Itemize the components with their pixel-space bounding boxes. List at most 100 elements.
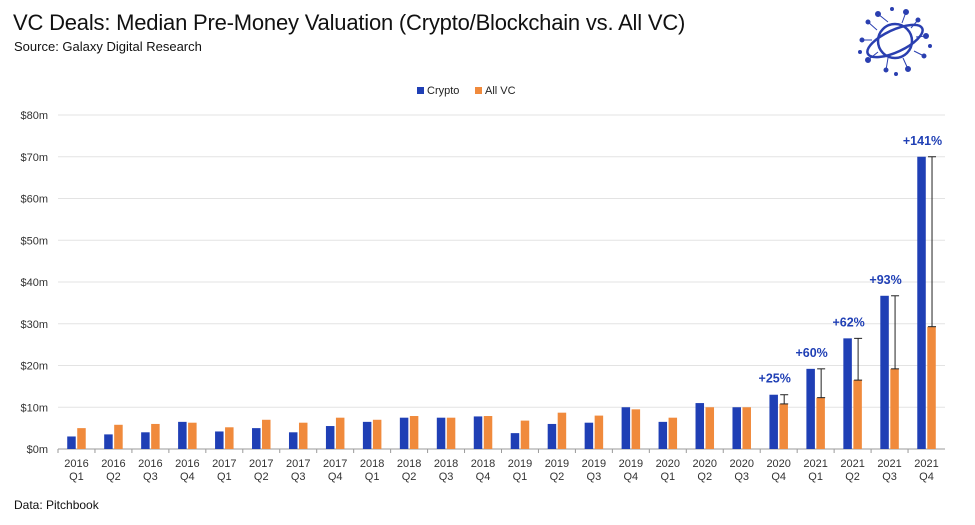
legend-label: All VC [485,85,516,97]
crypto-bar [399,417,409,449]
x-tick-label-quarter: Q4 [180,471,195,483]
crypto-bar [252,428,261,449]
crypto-bar [880,295,889,449]
difference-label: +141% [903,134,942,148]
crypto-bar [67,436,76,449]
x-tick-label-quarter: Q1 [365,471,380,483]
crypto-bar [917,156,926,449]
crypto-bar [621,407,631,449]
bars [67,156,936,449]
y-tick-label: $70m [20,152,48,164]
difference-label: +25% [759,372,791,386]
y-tick-label: $80m [20,110,48,122]
x-tick-label-quarter: Q2 [550,471,565,483]
y-axis-ticks: $0m $10m $20m $30m $40m $50m $60m $70m $80m [20,110,48,456]
allvc-bar [631,409,641,449]
x-tick-label-year: 2021 [803,458,827,470]
x-tick-label-quarter: Q3 [143,471,158,483]
x-tick-label-quarter: Q1 [69,471,84,483]
crypto-bar [769,394,778,449]
crypto-bar [732,407,741,449]
crypto-bar [843,338,852,449]
x-tick-label-year: 2018 [434,458,458,470]
allvc-bar [483,416,493,449]
x-tick-label-year: 2020 [656,458,680,470]
x-tick-label-quarter: Q3 [882,471,897,483]
crypto-bar [141,432,150,449]
x-axis-ticks: 2016Q12016Q22016Q32016Q42017Q12017Q22017… [57,449,939,483]
x-tick-label-quarter: Q1 [808,471,823,483]
annotations: +25% +60% +62% +93% +141% [759,134,942,405]
allvc-bar [779,403,788,449]
allvc-bar [890,368,899,449]
allvc-bar [225,427,234,449]
legend-swatch [475,87,482,94]
allvc-bar [262,419,271,449]
x-tick-label-quarter: Q2 [402,471,417,483]
x-tick-label-year: 2018 [360,458,384,470]
crypto-bar [658,421,668,449]
chart-title: VC Deals: Median Pre-Money Valuation (Cr… [13,10,686,35]
allvc-bar [816,397,825,449]
x-tick-label-quarter: Q4 [624,471,639,483]
crypto-bar [215,431,224,449]
x-tick-label-year: 2017 [323,458,347,470]
allvc-bar [853,380,862,449]
crypto-bar [547,423,557,449]
allvc-bar [151,423,160,449]
x-tick-label-quarter: Q1 [660,471,675,483]
x-tick-label-year: 2016 [64,458,88,470]
crypto-bar [104,434,113,449]
x-tick-label-year: 2019 [545,458,569,470]
crypto-bar [436,417,446,449]
crypto-bar [288,432,298,449]
allvc-bar [520,420,530,449]
x-tick-label-quarter: Q3 [439,471,454,483]
allvc-bar [298,422,308,449]
allvc-bar [594,415,604,449]
x-tick-label-year: 2017 [249,458,273,470]
y-tick-label: $10m [20,402,48,414]
crypto-bar [510,433,520,449]
x-tick-label-year: 2020 [729,458,753,470]
x-tick-label-year: 2018 [471,458,495,470]
x-tick-label-year: 2017 [286,458,310,470]
allvc-bar [409,416,419,449]
data-source-note: Data: Pitchbook [14,498,99,512]
legend-label: Crypto [427,85,459,97]
allvc-bar [335,417,345,449]
y-tick-label: $30m [20,319,48,331]
y-tick-label: $50m [20,235,48,247]
allvc-bar [668,417,678,449]
crypto-bar [473,416,483,449]
chart-subtitle: Source: Galaxy Digital Research [14,39,202,54]
x-tick-label-quarter: Q4 [771,471,786,483]
crypto-bar [584,422,594,449]
x-tick-label-quarter: Q4 [476,471,491,483]
difference-label: +60% [795,346,827,360]
x-tick-label-year: 2020 [693,458,717,470]
x-tick-label-quarter: Q3 [291,471,306,483]
x-tick-label-year: 2017 [212,458,236,470]
x-tick-label-quarter: Q4 [919,471,934,483]
x-tick-label-year: 2018 [397,458,421,470]
x-tick-label-year: 2021 [877,458,901,470]
x-tick-label-year: 2019 [619,458,643,470]
allvc-bar [557,412,567,449]
x-tick-label-quarter: Q2 [845,471,860,483]
x-tick-label-quarter: Q4 [328,471,343,483]
y-tick-label: $20m [20,361,48,373]
y-tick-label: $40m [20,277,48,289]
legend-swatch [417,87,424,94]
x-tick-label-year: 2016 [175,458,199,470]
y-tick-label: $60m [20,194,48,206]
difference-label: +62% [832,315,864,329]
x-tick-label-year: 2016 [101,458,125,470]
x-tick-label-year: 2019 [508,458,532,470]
crypto-bar [325,426,335,449]
allvc-bar [705,407,715,449]
allvc-bar [77,428,86,449]
allvc-bar [742,407,751,449]
crypto-bar [806,368,815,449]
